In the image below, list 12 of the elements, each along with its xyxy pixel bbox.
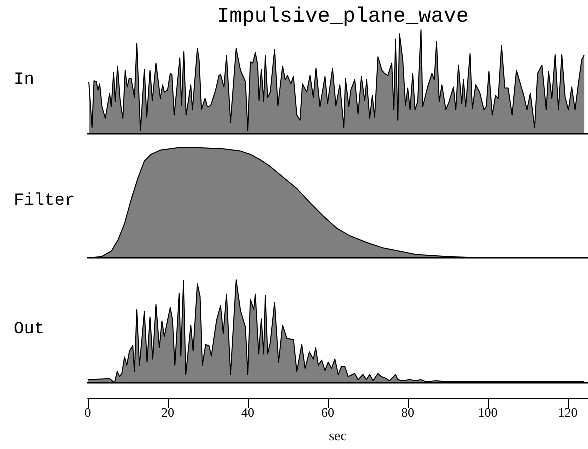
y-axis-title: Out <box>14 320 45 340</box>
x-tick-label: 40 <box>242 405 254 420</box>
chart-title: Impulsive_plane_wave <box>216 6 470 29</box>
x-tick-label: 0 <box>84 405 92 420</box>
x-tick-label: 60 <box>322 405 334 420</box>
x-axis-title: sec <box>329 430 347 444</box>
x-tick-label: 80 <box>402 405 414 420</box>
x-tick-label: 120 <box>558 405 578 420</box>
x-tick-label: 100 <box>478 405 498 420</box>
y-axis-title: Filter <box>14 192 76 211</box>
y-axis-title: In <box>14 71 34 90</box>
x-tick-label: 20 <box>162 405 174 420</box>
